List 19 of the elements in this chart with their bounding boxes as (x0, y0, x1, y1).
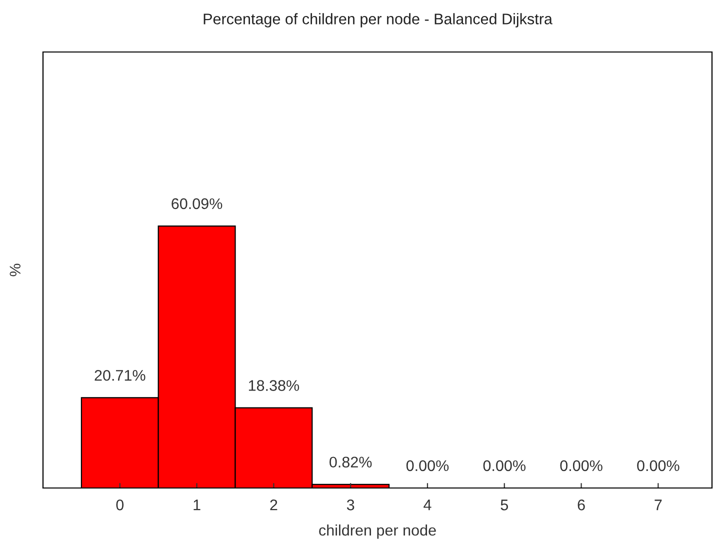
x-tick-label: 1 (194, 500, 200, 510)
x-tick-label: 7 (654, 500, 662, 510)
data-label: 0.00% (560, 460, 602, 472)
data-label: 0.00% (483, 460, 526, 472)
chart-title: Percentage of children per node - Balanced Dijkstra (204, 13, 552, 28)
data-label: 0.82% (330, 456, 372, 468)
x-tick-label: 0 (116, 500, 124, 510)
x-tick-label: 3 (346, 500, 354, 510)
x-tick-label: 4 (424, 500, 432, 510)
x-tick-label: 2 (270, 500, 278, 510)
data-label: 18.38% (248, 380, 300, 391)
data-label: 20.71% (94, 370, 146, 381)
x-axis-title: children per node (319, 524, 436, 539)
data-label: 0.00% (406, 460, 449, 472)
data-label: 0.00% (637, 460, 680, 472)
x-tick-label: 6 (578, 500, 585, 510)
y-axis-title: % (10, 264, 20, 276)
data-label: 60.09% (172, 198, 222, 210)
x-tick-label: 5 (500, 500, 508, 510)
